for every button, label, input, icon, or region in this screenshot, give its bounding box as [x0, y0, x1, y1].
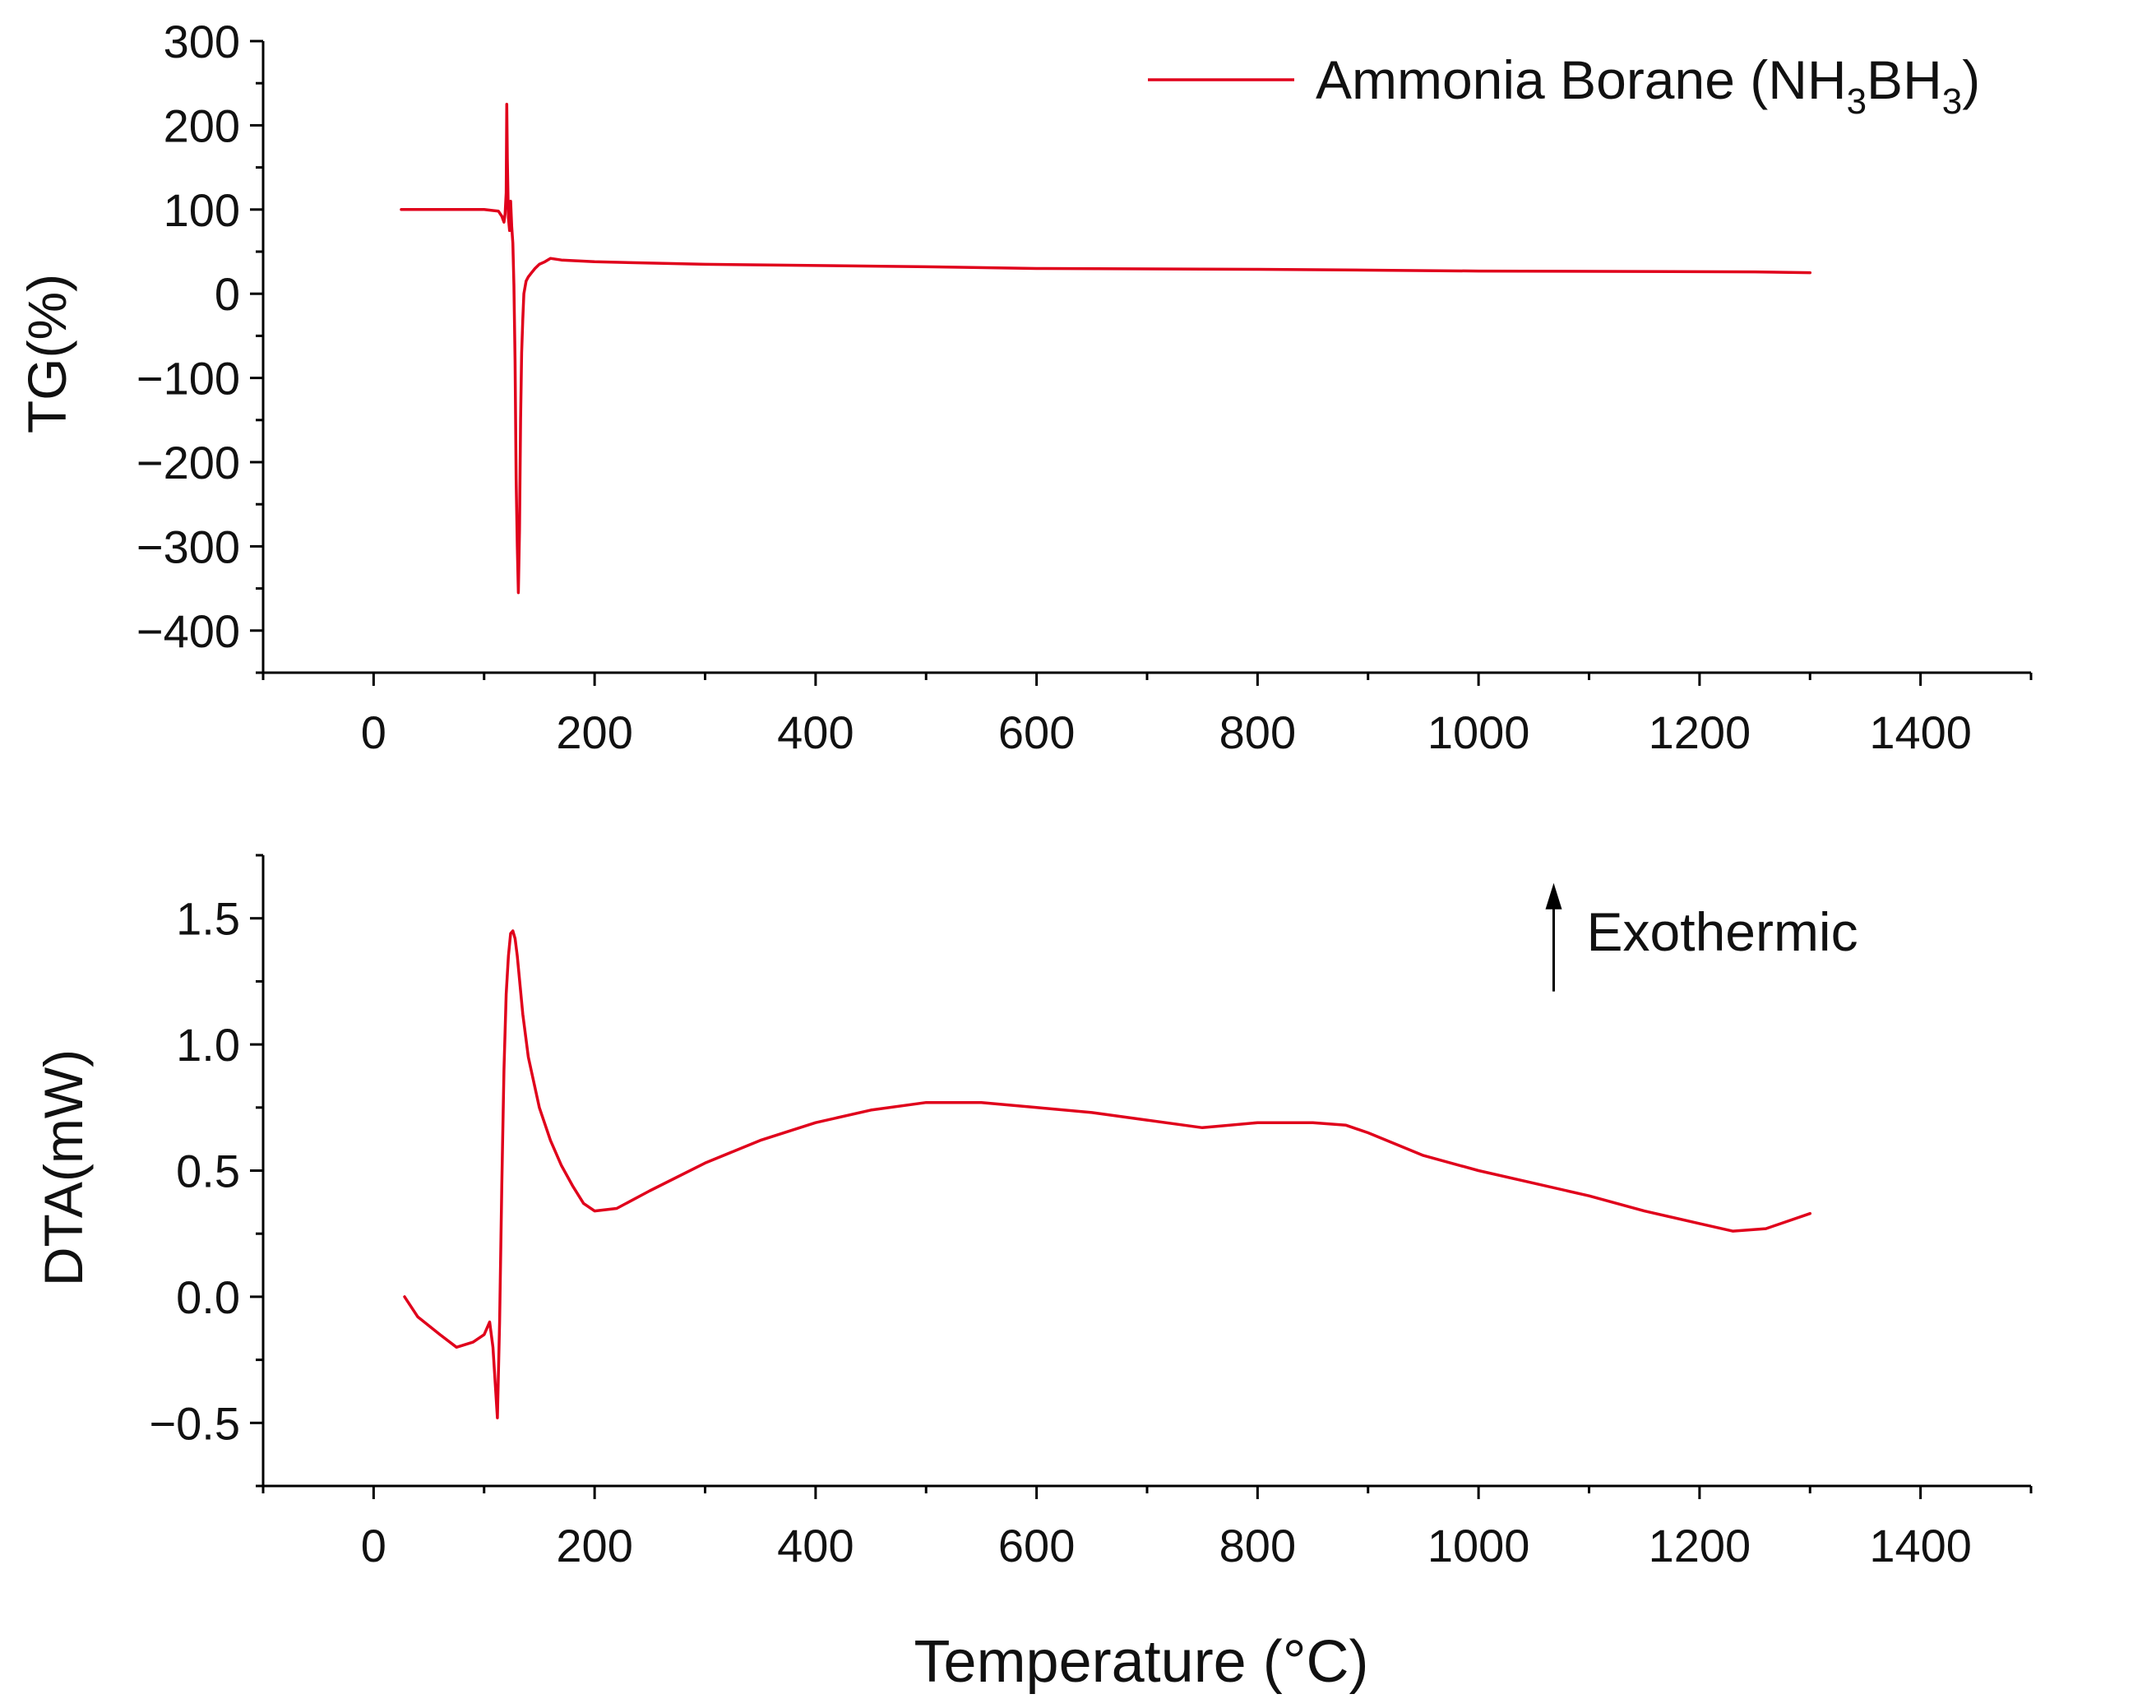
dta-x-tick-label: 1000: [1427, 1520, 1530, 1571]
x-axis-title: Temperature (°C): [914, 1629, 1369, 1695]
legend-label: Ammonia Borane (NH3BH3): [1316, 49, 1980, 122]
tg-x-tick-label: 200: [556, 706, 632, 758]
tg-y-tick-label: −200: [136, 437, 240, 488]
dta-series-line: [403, 929, 1812, 1419]
legend: Ammonia Borane (NH3BH3): [1148, 49, 1980, 122]
tg-x-tick-label: 1400: [1869, 706, 1972, 758]
tg-y-tick-label: −400: [136, 605, 240, 657]
tg-y-tick-label: −300: [136, 521, 240, 572]
dta-y-axis-title: DTA(mW): [33, 1049, 94, 1286]
dta-x-tick-label: 1400: [1869, 1520, 1972, 1571]
tg-y-tick-label: −100: [136, 353, 240, 405]
legend-label-main: Ammonia Borane (NH: [1316, 49, 1847, 110]
tg-y-tick-label: 100: [164, 184, 240, 236]
up-arrow-head: [1545, 882, 1562, 910]
legend-label-end: ): [1962, 49, 1980, 110]
tg-x-tick-label: 0: [361, 706, 386, 758]
exothermic-annotation: Exothermic: [1545, 882, 1858, 992]
legend-label-sub-2: 3: [1942, 81, 1962, 122]
tg-y-tick-label: 300: [164, 16, 240, 67]
tg-x-tick-label: 1200: [1649, 706, 1751, 758]
tg-x-tick-label: 800: [1219, 706, 1296, 758]
tg-tick-labels: −400 −300 −200 −100 0 100 200 300 0 200 400 600 800 1…: [136, 16, 1972, 758]
tg-x-tick-label: 400: [777, 706, 854, 758]
dta-axes: [250, 854, 2033, 1499]
dta-x-tick-label: 600: [998, 1520, 1075, 1571]
dta-y-tick-label: 0.5: [176, 1146, 240, 1197]
tg-y-tick-label: 0: [215, 268, 240, 320]
tg-x-tick-label: 600: [998, 706, 1075, 758]
tg-y-axis-title: TG(%): [16, 274, 77, 433]
legend-label-sub-1: 3: [1847, 81, 1867, 122]
dta-x-tick-label: 1200: [1649, 1520, 1751, 1571]
dta-x-tick-label: 0: [361, 1520, 386, 1571]
dta-y-tick-label: −0.5: [149, 1397, 240, 1449]
tg-x-tick-label: 1000: [1427, 706, 1530, 758]
dta-x-tick-label: 200: [556, 1520, 632, 1571]
dta-y-tick-label: 1.5: [176, 893, 240, 945]
dta-tick-labels: −0.5 0.0 0.5 1.0 1.5 0 200 400 600 800 1000 1200 140…: [149, 893, 1971, 1571]
dta-x-tick-label: 800: [1219, 1520, 1296, 1571]
tg-axes: [250, 39, 2033, 686]
dta-panel: −0.5 0.0 0.5 1.0 1.5 0 200 400 600 800 1000 1200 140…: [33, 854, 2033, 1695]
tg-series-line: [400, 103, 1812, 595]
dta-y-tick-label: 0.0: [176, 1271, 240, 1323]
legend-label-mid: BH: [1867, 49, 1942, 110]
dta-y-tick-label: 1.0: [176, 1019, 240, 1071]
annotation-label: Exothermic: [1587, 901, 1858, 962]
dta-x-tick-label: 400: [777, 1520, 854, 1571]
tg-panel: −400 −300 −200 −100 0 100 200 300 0 200 400 600 800 1…: [16, 16, 2033, 758]
tg-y-tick-label: 200: [164, 100, 240, 151]
